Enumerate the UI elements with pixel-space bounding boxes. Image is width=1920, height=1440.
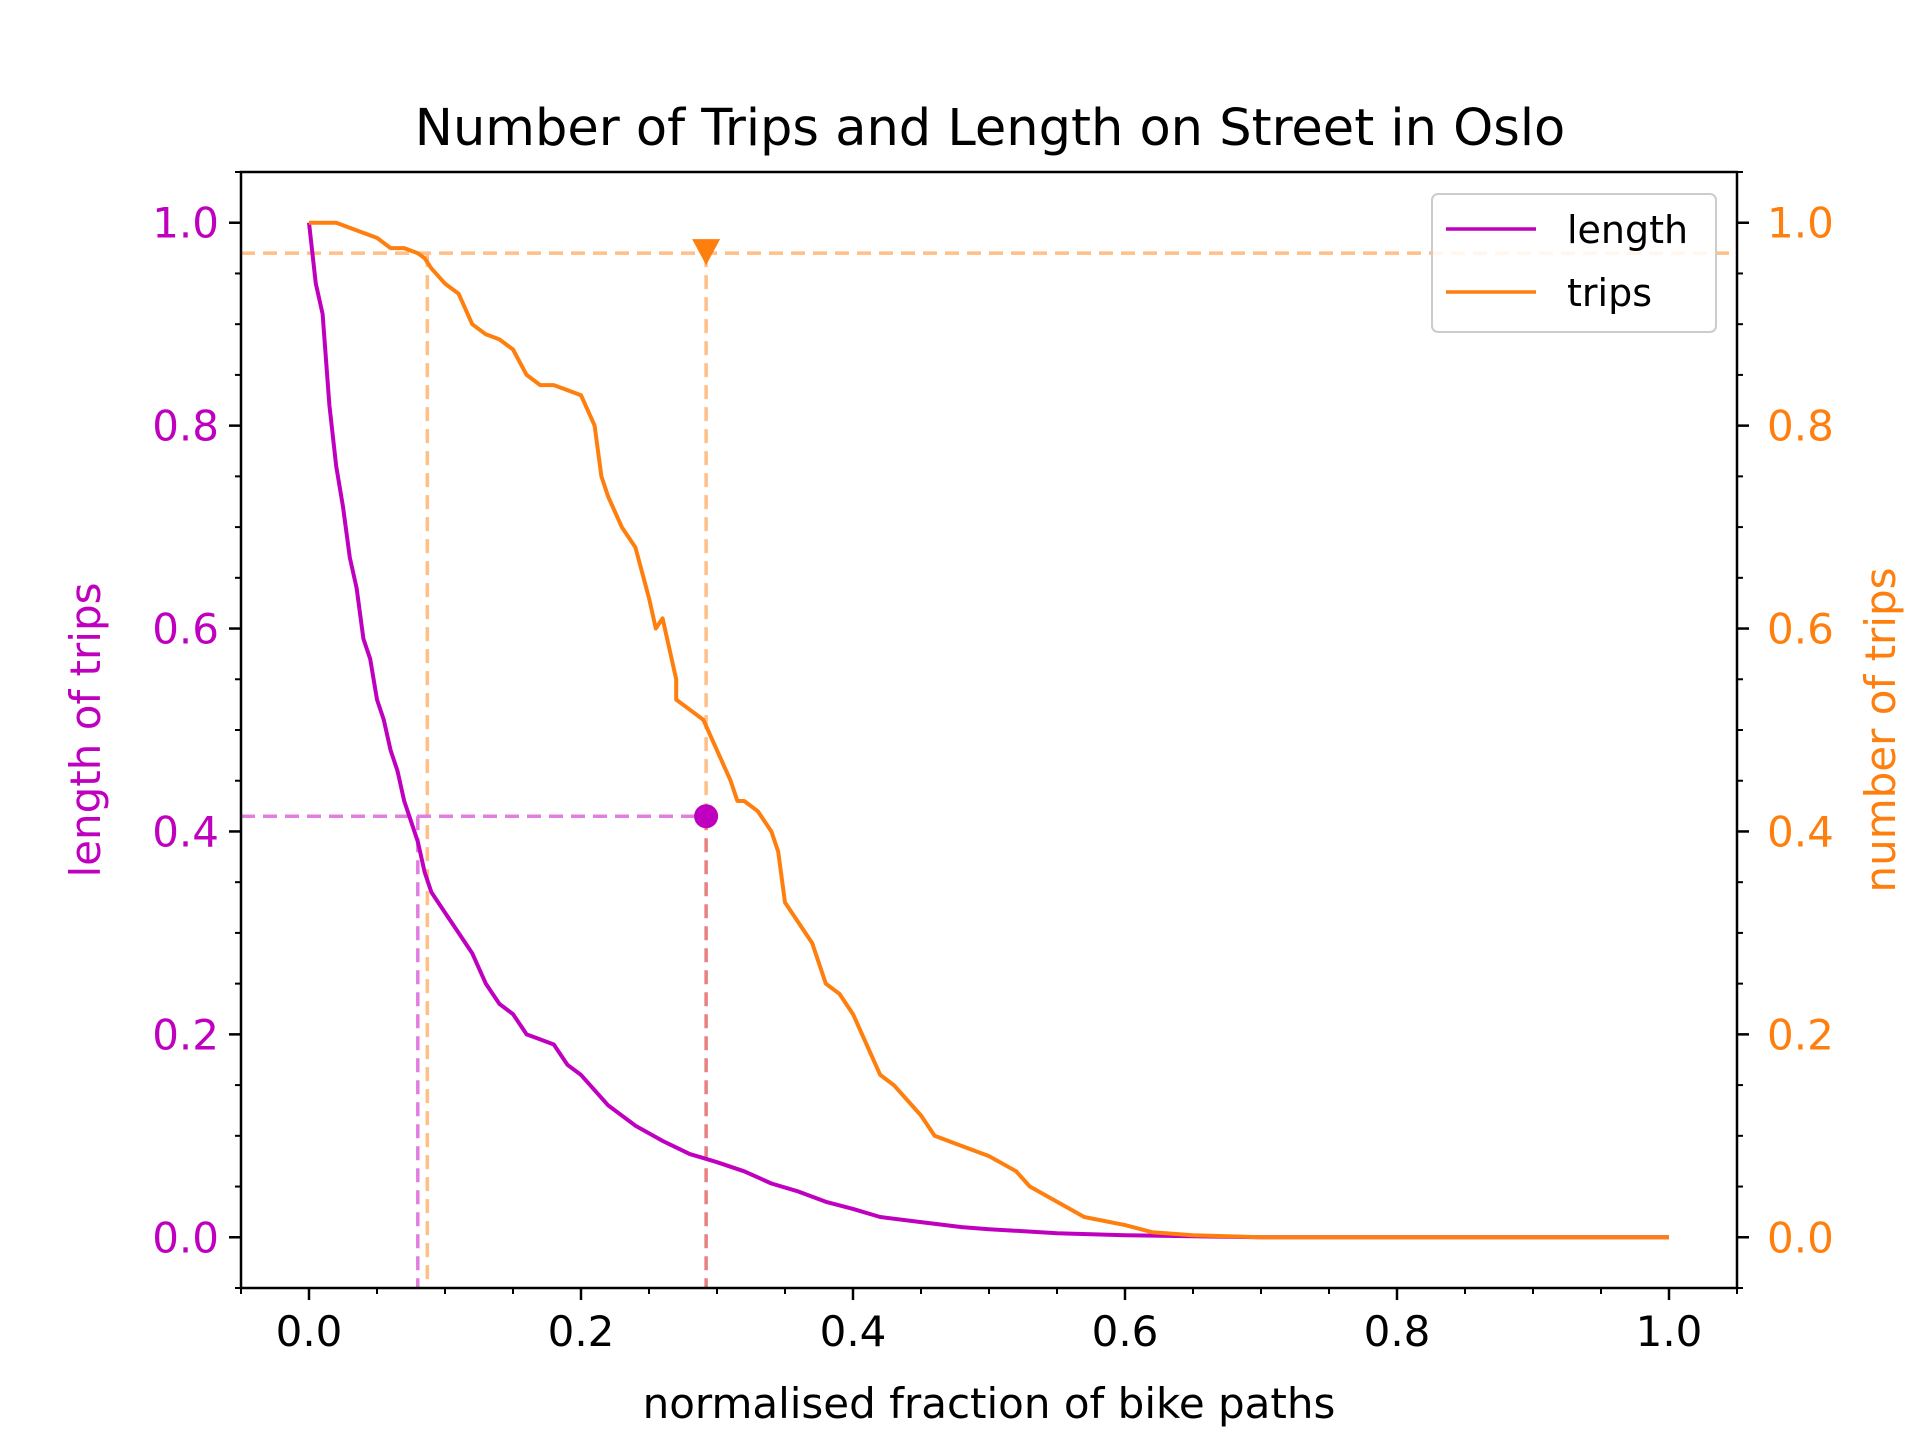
y-left-tick-label-5: 1.0	[152, 199, 219, 248]
series-line-length	[307, 222, 1669, 1240]
x-tick-label-0: 0.0	[276, 1307, 343, 1356]
y-right-tick-label-2: 0.4	[1767, 807, 1834, 856]
y-right-tick-label-5: 1.0	[1767, 199, 1834, 248]
legend-label-length: length	[1567, 208, 1688, 252]
y-right-tick-label-3: 0.6	[1767, 605, 1834, 654]
y-right-tick-label-0: 0.0	[1767, 1213, 1834, 1262]
legend: length trips	[1431, 193, 1717, 333]
y-right-tick-label-4: 0.8	[1767, 402, 1834, 451]
chart-title: Number of Trips and Length on Street in …	[415, 99, 1565, 158]
x-tick-label-5: 1.0	[1636, 1307, 1703, 1356]
y-left-tick-label-0: 0.0	[152, 1213, 219, 1262]
series-line-trips	[309, 220, 1669, 1240]
y-left-tick-label-1: 0.2	[152, 1010, 219, 1059]
y-axis-label-left: length of trips	[61, 582, 110, 877]
y-right-tick-label-1: 0.2	[1767, 1010, 1834, 1059]
x-axis-label: normalised fraction of bike paths	[643, 1379, 1336, 1428]
y-left-tick-label-3: 0.6	[152, 605, 219, 654]
x-tick-label-3: 0.6	[1092, 1307, 1159, 1356]
legend-label-trips: trips	[1567, 271, 1652, 315]
x-tick-label-1: 0.2	[548, 1307, 615, 1356]
y-left-tick-label-2: 0.4	[152, 807, 219, 856]
x-tick-label-4: 0.8	[1364, 1307, 1431, 1356]
y-axis-label-right: number of trips	[1856, 567, 1905, 892]
length-marker-dot	[694, 804, 719, 829]
x-tick-label-2: 0.4	[820, 1307, 887, 1356]
trips-marker-triangle	[692, 239, 721, 266]
y-left-tick-label-4: 0.8	[152, 402, 219, 451]
